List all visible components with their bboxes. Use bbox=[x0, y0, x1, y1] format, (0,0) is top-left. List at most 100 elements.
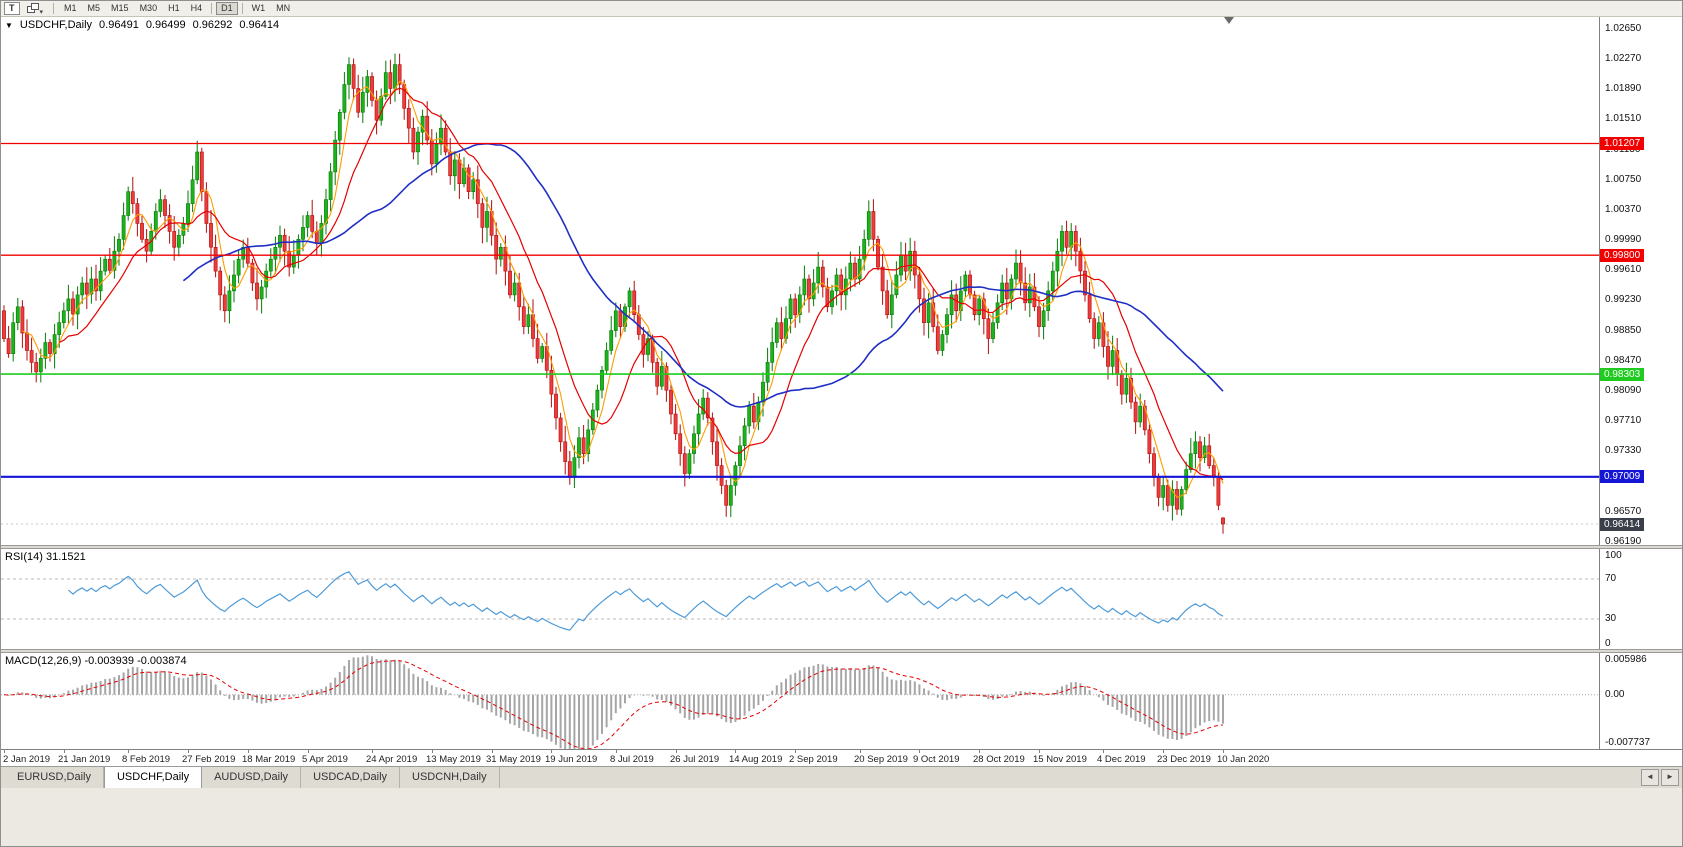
time-axis-tick bbox=[676, 750, 677, 753]
time-axis-label: 28 Oct 2019 bbox=[973, 754, 1025, 765]
moving-average-line[interactable] bbox=[58, 87, 1224, 481]
moving-average-line[interactable] bbox=[182, 142, 1224, 408]
macd-panel[interactable]: MACD(12,26,9) -0.003939 -0.003874 bbox=[1, 653, 1599, 749]
time-axis-label: 24 Apr 2019 bbox=[366, 754, 418, 765]
main-chart-plot[interactable]: ▼ USDCHF,Daily 0.96491 0.96499 0.96292 0… bbox=[1, 17, 1599, 545]
chart-tab-usdchf[interactable]: USDCHF,Daily bbox=[103, 766, 203, 789]
quote-close: 0.96414 bbox=[239, 19, 280, 31]
time-axis-label: 27 Feb 2019 bbox=[182, 754, 236, 765]
time-axis-label: 8 Jul 2019 bbox=[610, 754, 654, 765]
timeframe-button-h4[interactable]: H4 bbox=[186, 2, 208, 15]
toolbar-separator bbox=[53, 3, 55, 14]
chevron-down-icon: ▾ bbox=[39, 9, 44, 16]
moving-average-line[interactable] bbox=[22, 80, 1224, 499]
timeframe-button-w1[interactable]: W1 bbox=[247, 2, 271, 15]
hline-price-tag[interactable]: 1.01207 bbox=[1600, 137, 1645, 150]
tab-scroll-right-button[interactable]: ► bbox=[1661, 769, 1679, 786]
time-axis-tick bbox=[128, 750, 129, 753]
rsi-chart[interactable] bbox=[1, 549, 1599, 649]
chart-header: ▼ USDCHF,Daily 0.96491 0.96499 0.96292 0… bbox=[5, 19, 279, 31]
hline-price-tag[interactable]: 0.97009 bbox=[1600, 470, 1645, 483]
time-axis-label: 23 Dec 2019 bbox=[1157, 754, 1211, 765]
time-axis-label: 15 Nov 2019 bbox=[1033, 754, 1087, 765]
timeframe-button-d1[interactable]: D1 bbox=[216, 2, 238, 15]
time-axis-label: 9 Oct 2019 bbox=[913, 754, 960, 765]
chart-shift-marker-icon[interactable] bbox=[1224, 17, 1234, 24]
price-axis-label: 0.99610 bbox=[1605, 264, 1642, 275]
rsi-axis-label: 100 bbox=[1605, 550, 1622, 561]
chart-tab-usdcad[interactable]: USDCAD,Daily bbox=[301, 767, 401, 788]
macd-signal-line[interactable] bbox=[3, 660, 1224, 749]
time-axis-tick bbox=[735, 750, 736, 753]
rsi-panel[interactable]: RSI(14) 31.1521 bbox=[1, 549, 1599, 649]
rsi-axis-label: 0 bbox=[1605, 638, 1611, 649]
chart-tab-eurusd[interactable]: EURUSD,Daily bbox=[5, 767, 104, 788]
time-axis-label: 10 Jan 2020 bbox=[1217, 754, 1270, 765]
chart-tab-audusd[interactable]: AUDUSD,Daily bbox=[202, 767, 302, 788]
panel-splitter[interactable] bbox=[1, 545, 1682, 549]
time-axis-tick bbox=[979, 750, 980, 753]
time-axis-tick bbox=[795, 750, 796, 753]
timeframe-button-group: M1 M5 M15 M30 H1 H4 D1 W1 MN bbox=[59, 2, 295, 15]
price-axis-label: 1.02270 bbox=[1605, 53, 1642, 64]
rsi-line[interactable] bbox=[68, 571, 1224, 631]
price-axis-label: 1.01510 bbox=[1605, 113, 1642, 124]
price-axis-label: 0.98850 bbox=[1605, 325, 1642, 336]
time-axis-tick bbox=[860, 750, 861, 753]
toolbar: T ▾ M1 M5 M15 M30 H1 H4 D1 W1 MN bbox=[1, 1, 1682, 17]
panel-splitter[interactable] bbox=[1, 649, 1682, 653]
symbol-dropdown-icon[interactable]: ▼ bbox=[5, 20, 13, 30]
time-axis-label: 5 Apr 2019 bbox=[302, 754, 348, 765]
quote-high: 0.96499 bbox=[145, 19, 186, 31]
time-axis-tick bbox=[1223, 750, 1224, 753]
time-axis-label: 2 Sep 2019 bbox=[789, 754, 838, 765]
macd-chart[interactable] bbox=[1, 653, 1599, 749]
chart-tab-bar: EURUSD,Daily USDCHF,Daily AUDUSD,Daily USDC… bbox=[1, 766, 1682, 789]
window-layout-button[interactable]: ▾ bbox=[22, 2, 49, 16]
candlestick-chart[interactable] bbox=[1, 17, 1599, 545]
time-axis-label: 21 Jan 2019 bbox=[58, 754, 111, 765]
price-axis-label: 1.00370 bbox=[1605, 204, 1642, 215]
time-axis-label: 26 Jul 2019 bbox=[670, 754, 720, 765]
time-axis-tick bbox=[432, 750, 433, 753]
time-axis-tick bbox=[1039, 750, 1040, 753]
price-axis-label: 0.98470 bbox=[1605, 355, 1642, 366]
timeframe-button-m5[interactable]: M5 bbox=[83, 2, 106, 15]
price-axis-label: 1.01890 bbox=[1605, 83, 1642, 94]
time-axis-tick bbox=[372, 750, 373, 753]
price-axis-label: 1.02650 bbox=[1605, 23, 1642, 34]
chart-tool-button[interactable]: T bbox=[4, 2, 20, 15]
price-axis-label: 0.97710 bbox=[1605, 415, 1642, 426]
time-axis-label: 18 Mar 2019 bbox=[242, 754, 296, 765]
toolbar-separator bbox=[211, 3, 213, 14]
time-axis[interactable]: 2 Jan 2019 21 Jan 2019 8 Feb 2019 27 Feb 20… bbox=[1, 749, 1682, 767]
time-axis-tick bbox=[551, 750, 552, 753]
timeframe-button-mn[interactable]: MN bbox=[271, 2, 295, 15]
price-axis-label: 0.97330 bbox=[1605, 445, 1642, 456]
time-axis-label: 31 May 2019 bbox=[486, 754, 541, 765]
time-axis-label: 14 Aug 2019 bbox=[729, 754, 783, 765]
time-axis-tick bbox=[616, 750, 617, 753]
time-axis-tick bbox=[919, 750, 920, 753]
cascade-windows-icon bbox=[26, 3, 39, 14]
current-price-tag: 0.96414 bbox=[1600, 518, 1645, 531]
time-axis-tick bbox=[188, 750, 189, 753]
tab-scroll-left-button[interactable]: ◄ bbox=[1641, 769, 1659, 786]
quote-open: 0.96491 bbox=[99, 19, 139, 31]
timeframe-button-m15[interactable]: M15 bbox=[106, 2, 134, 15]
time-axis-tick bbox=[4, 750, 5, 753]
chart-tab-usdcnh[interactable]: USDCNH,Daily bbox=[400, 767, 500, 788]
hline-price-tag[interactable]: 0.98303 bbox=[1600, 368, 1645, 381]
price-axis-label: 0.99230 bbox=[1605, 294, 1642, 305]
timeframe-button-m1[interactable]: M1 bbox=[59, 2, 82, 15]
price-axis-label: 0.96190 bbox=[1605, 536, 1642, 547]
price-axis[interactable]: 1.026501.022701.018901.015101.011301.007… bbox=[1599, 17, 1682, 749]
price-axis-label: 0.98090 bbox=[1605, 385, 1642, 396]
timeframe-button-h1[interactable]: H1 bbox=[163, 2, 185, 15]
time-axis-label: 4 Dec 2019 bbox=[1097, 754, 1146, 765]
hline-price-tag[interactable]: 0.99800 bbox=[1600, 249, 1645, 262]
timeframe-button-m30[interactable]: M30 bbox=[135, 2, 163, 15]
price-axis-label: 0.99990 bbox=[1605, 234, 1642, 245]
rsi-label: RSI(14) 31.1521 bbox=[5, 551, 86, 563]
